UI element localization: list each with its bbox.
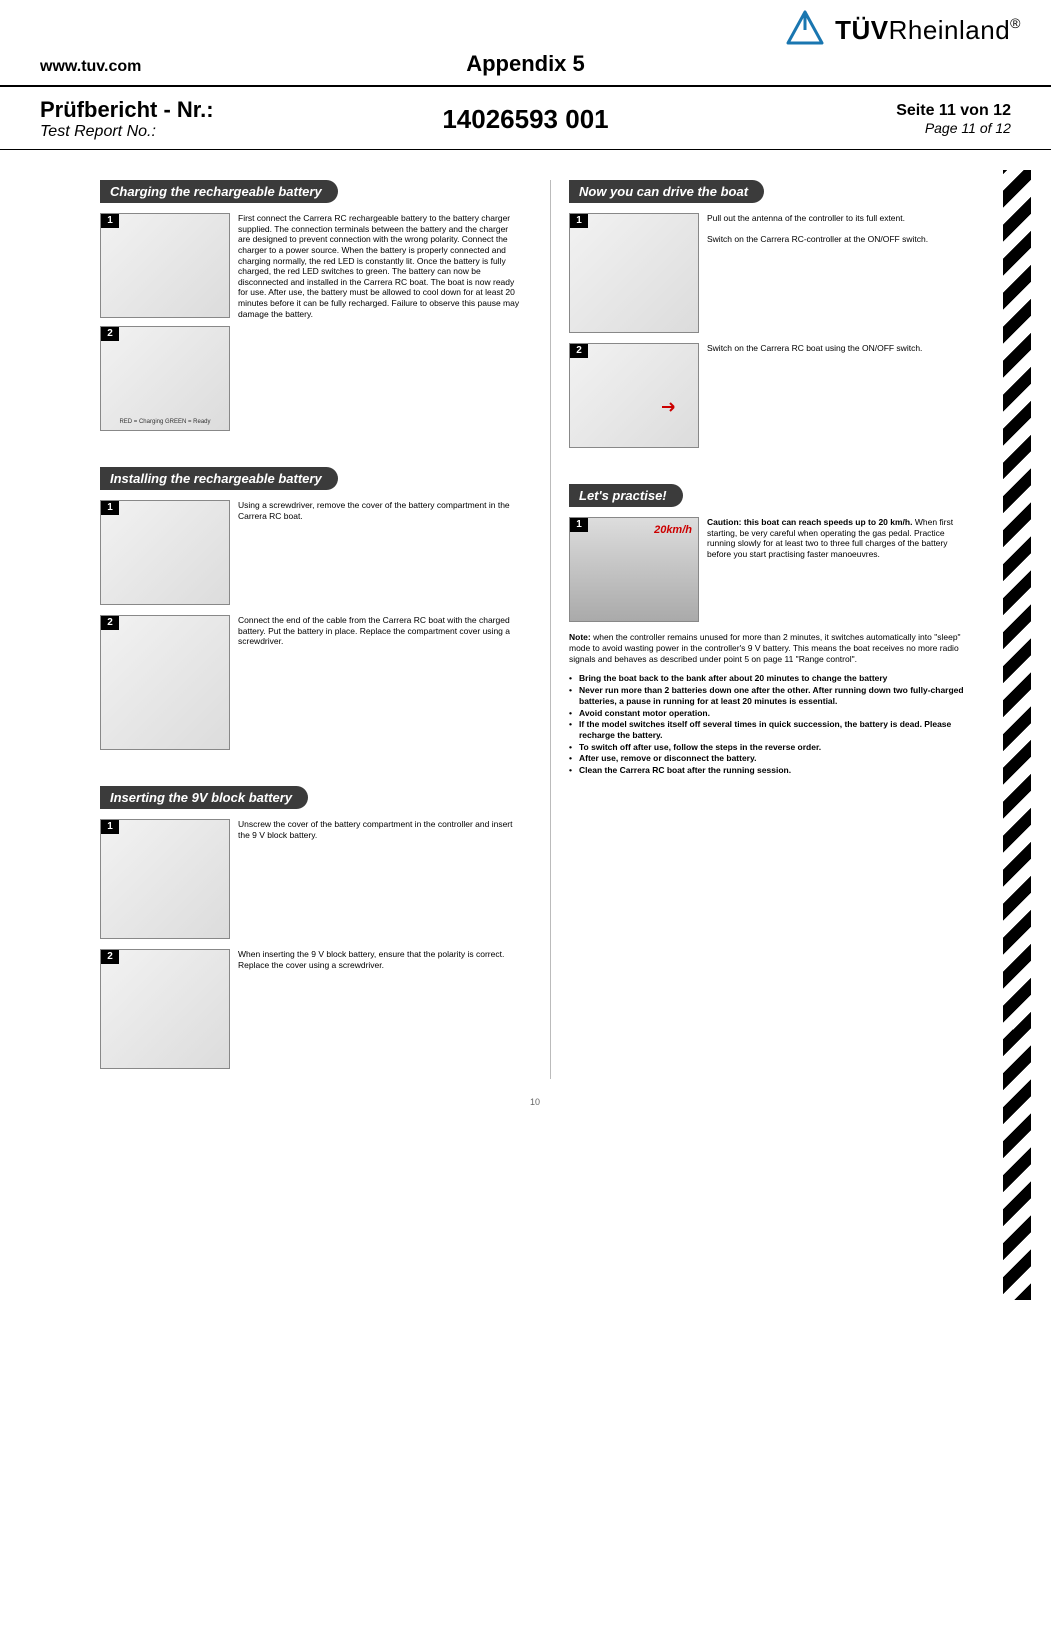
illustration-controller-2: 2 (100, 949, 230, 1069)
step-text: When inserting the 9 V block battery, en… (238, 949, 520, 1069)
note-block: Note: when the controller remains unused… (569, 632, 970, 665)
bullet-text: Never run more than 2 batteries down one… (579, 685, 970, 708)
page-en: Page 11 of 12 (691, 120, 1011, 136)
step-text: Connect the end of the cable from the Ca… (238, 615, 520, 750)
tuv-triangle-icon (785, 10, 825, 51)
step-row: 1 Pull out the antenna of the controller… (569, 213, 970, 333)
section-installing: Installing the rechargeable battery 1 Us… (100, 467, 520, 750)
header-left: Prüfbericht - Nr.: Test Report No.: (40, 97, 360, 141)
bullet-item: •If the model switches itself off severa… (569, 719, 970, 742)
step-badge: 1 (570, 214, 588, 228)
logo-reg: ® (1010, 15, 1021, 31)
step-row: 1 Using a screwdriver, remove the cover … (100, 500, 520, 605)
arrow-icon (660, 397, 680, 417)
step-badge: 1 (101, 820, 119, 834)
step-text: First connect the Carrera RC rechargeabl… (238, 213, 520, 431)
section-title: Installing the rechargeable battery (100, 467, 338, 490)
step-row: 2 Connect the end of the cable from the … (100, 615, 520, 750)
section-9v: Inserting the 9V block battery 1 Unscrew… (100, 786, 520, 1069)
step-row: 1 Unscrew the cover of the battery compa… (100, 819, 520, 939)
step-text: Caution: this boat can reach speeds up t… (707, 517, 970, 622)
note-lead: Note: (569, 632, 591, 642)
illustration-controller-1: 1 (100, 819, 230, 939)
url-text: www.tuv.com (40, 58, 360, 76)
checker-stripe (1003, 170, 1031, 1300)
illustration-leds: 2RED = Charging GREEN = Ready (100, 326, 230, 431)
logo-light: Rheinland (889, 15, 1011, 45)
bullet-item: •After use, remove or disconnect the bat… (569, 753, 970, 764)
bullet-item: •Avoid constant motor operation. (569, 708, 970, 719)
step-badge: 2 (101, 950, 119, 964)
source-page-number: 10 (100, 1097, 970, 1107)
bullet-text: Clean the Carrera RC boat after the runn… (579, 765, 791, 776)
note-body: when the controller remains unused for m… (569, 632, 961, 664)
step-text: Using a screwdriver, remove the cover of… (238, 500, 520, 605)
bullet-item: •Never run more than 2 batteries down on… (569, 685, 970, 708)
section-drive: Now you can drive the boat 1 Pull out th… (569, 180, 970, 448)
step-badge: 2 (101, 327, 119, 341)
section-title: Let's practise! (569, 484, 683, 507)
bullet-item: •Bring the boat back to the bank after a… (569, 673, 970, 684)
bullet-text: If the model switches itself off several… (579, 719, 970, 742)
manual-inner: Charging the rechargeable battery 1 2RED… (100, 180, 970, 1107)
step-text: Pull out the antenna of the controller t… (707, 213, 928, 333)
bullet-list: •Bring the boat back to the bank after a… (569, 673, 970, 776)
step-row: 1 2RED = Charging GREEN = Ready First co… (100, 213, 520, 431)
section-title: Now you can drive the boat (569, 180, 764, 203)
illustration-boat-switch: 2 (569, 343, 699, 448)
bullet-text: To switch off after use, follow the step… (579, 742, 821, 753)
section-title: Inserting the 9V block battery (100, 786, 308, 809)
appendix-title: Appendix 5 (360, 51, 690, 77)
led-caption: RED = Charging GREEN = Ready (101, 327, 229, 425)
logo-text: TÜVRheinland® (835, 15, 1021, 46)
content-area: Charging the rechargeable battery 1 2RED… (0, 150, 1051, 1127)
section-title: Charging the rechargeable battery (100, 180, 338, 203)
section-charging: Charging the rechargeable battery 1 2RED… (100, 180, 520, 431)
header-right: Seite 11 von 12 Page 11 of 12 (691, 102, 1011, 136)
illustration-screwdriver: 1 (100, 500, 230, 605)
report-label-en: Test Report No.: (40, 123, 360, 141)
left-column: Charging the rechargeable battery 1 2RED… (100, 180, 520, 1079)
illustration-compartment: 2 (100, 615, 230, 750)
report-number: 14026593 001 (360, 104, 690, 135)
section-practise: Let's practise! 1 20km/h Caution: this b… (569, 484, 970, 776)
report-label-de: Prüfbericht - Nr.: (40, 97, 360, 123)
bullet-item: •To switch off after use, follow the ste… (569, 742, 970, 753)
bullet-text: After use, remove or disconnect the batt… (579, 753, 756, 764)
right-column: Now you can drive the boat 1 Pull out th… (550, 180, 970, 1079)
logo-bold: TÜV (835, 15, 889, 45)
speed-tag: 20km/h (654, 524, 692, 536)
caution-lead: Caution: this boat can reach speeds up t… (707, 517, 912, 527)
bullet-text: Avoid constant motor operation. (579, 708, 710, 719)
step-row: 1 20km/h Caution: this boat can reach sp… (569, 517, 970, 622)
columns: Charging the rechargeable battery 1 2RED… (100, 180, 970, 1079)
step-badge: 1 (101, 501, 119, 515)
bullet-text: Bring the boat back to the bank after ab… (579, 673, 887, 684)
bullet-item: •Clean the Carrera RC boat after the run… (569, 765, 970, 776)
step-text: Unscrew the cover of the battery compart… (238, 819, 520, 939)
step-text: Switch on the Carrera RC boat using the … (707, 343, 922, 448)
page: TÜVRheinland® www.tuv.com Appendix 5 Prü… (0, 0, 1051, 1127)
illustration-boat-speed: 1 20km/h (569, 517, 699, 622)
step-badge: 1 (570, 518, 588, 532)
step-badge: 2 (101, 616, 119, 630)
step-row: 2 When inserting the 9 V block battery, … (100, 949, 520, 1069)
logo-row: TÜVRheinland® (0, 0, 1051, 51)
illustration-charger: 1 (100, 213, 230, 318)
step-badge: 1 (101, 214, 119, 228)
step-row: 2 Switch on the Carrera RC boat using th… (569, 343, 970, 448)
illustration-antenna: 1 (569, 213, 699, 333)
step-badge: 2 (570, 344, 588, 358)
report-header: Prüfbericht - Nr.: Test Report No.: 1402… (0, 87, 1051, 150)
page-de: Seite 11 von 12 (691, 102, 1011, 120)
top-row: www.tuv.com Appendix 5 (0, 51, 1051, 87)
